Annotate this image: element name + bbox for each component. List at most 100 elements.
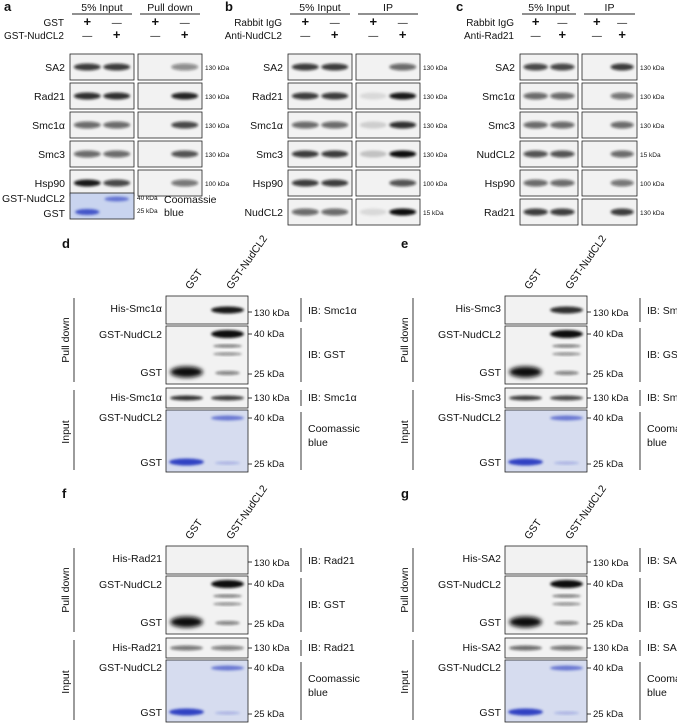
panel-b-band <box>389 179 417 187</box>
panel-c-condition-sign: — <box>617 18 627 29</box>
panel-g-coomassie-note: Coomassic <box>647 673 677 685</box>
panel-e-coomassie-note: blue <box>647 437 667 449</box>
panel-b-band <box>321 63 349 71</box>
panel-c-band <box>550 150 575 158</box>
panel-f-ib-label: IB: Rad21 <box>308 555 355 567</box>
panel-g-kda: 130 kDa <box>593 643 629 654</box>
panel-a-condition-sign: — <box>82 31 92 42</box>
panel-a-row-label: Smc3 <box>38 149 65 161</box>
panel-c-kda-marker: 130 kDa <box>640 210 665 217</box>
panel-a-coomassie-label: GST <box>43 208 65 220</box>
panel-c-band <box>523 150 548 158</box>
panel-a-kda-marker: 25 kDa <box>137 208 158 215</box>
panel-a-coomassie-label: GST-NudCL2 <box>2 193 65 205</box>
panel-d-band <box>213 352 242 356</box>
panel-c-band <box>610 208 634 216</box>
panel-f-band <box>213 602 242 606</box>
panel-f-input-label: Input <box>60 670 72 693</box>
panel-c-row-label: Hsp90 <box>485 178 516 190</box>
panel-e-kda: 130 kDa <box>593 308 629 319</box>
panel-d-lane-label: GST-NudCL2 <box>224 233 270 292</box>
panel-b-condition-sign: + <box>399 27 407 42</box>
panel-a-band <box>73 150 101 158</box>
panel-e-kda: 25 kDa <box>593 459 624 470</box>
panel-f-lane-label: GST <box>183 517 206 542</box>
panel-a-header-right: Pull down <box>147 2 193 14</box>
panel-d-band <box>170 366 203 378</box>
panel-g-lane-label: GST <box>522 517 545 542</box>
panel-g-coomassie-note: blue <box>647 687 667 699</box>
panel-c-band <box>610 179 634 187</box>
panel-a-condition-sign: + <box>113 27 121 42</box>
panel-g-input-label: Input <box>399 670 411 693</box>
panel-b-band <box>389 150 417 158</box>
panel-a-band <box>171 150 199 158</box>
panel-a-condition-sign: + <box>151 14 159 29</box>
panel-c-condition-sign: + <box>559 27 567 42</box>
panel-c-row-label: Smc1α <box>482 91 515 103</box>
panel-d-input-gst-label: GST <box>140 457 162 469</box>
panel-b-kda-marker: 130 kDa <box>423 123 448 130</box>
panel-c-condition-sign: + <box>618 27 626 42</box>
panel-e-ib-label: IB: Smc3 <box>647 392 677 404</box>
panel-e-band <box>552 352 581 356</box>
panel-d-pulldown-label: Pull down <box>60 317 72 363</box>
panel-g-gst-nudcl2-label: GST-NudCL2 <box>438 579 501 591</box>
panel-d-gst-label: GST <box>140 367 162 379</box>
panel-g-band <box>550 580 583 588</box>
panel-g-kda: 40 kDa <box>593 579 624 590</box>
panel-a-band <box>103 179 131 187</box>
panel-b-band <box>359 208 387 216</box>
panel-c-band <box>610 63 634 71</box>
panel-e-kda: 40 kDa <box>593 413 624 424</box>
panel-e-input-label: Input <box>399 420 411 443</box>
panel-a-row-label: Hsp90 <box>35 178 66 190</box>
panel-b-band <box>389 121 417 129</box>
panel-f-coomassie-note: Coomassic <box>308 673 360 685</box>
panel-c-band <box>523 208 548 216</box>
panel-b-condition-sign: — <box>330 18 340 29</box>
panel-a-kda-marker: 130 kDa <box>205 94 230 101</box>
panel-d-coomassie-note: Coomassic <box>308 423 360 435</box>
panel-d-band <box>211 330 244 338</box>
panel-b-kda-marker: 130 kDa <box>423 94 448 101</box>
panel-f-coomassie-band <box>211 665 244 671</box>
panel-b-condition-sign: + <box>369 14 377 29</box>
panel-e-coomassie-band <box>508 458 543 466</box>
panel-d-band <box>211 306 244 314</box>
panel-e-band <box>552 344 581 348</box>
panel-b-header-right: IP <box>383 2 393 14</box>
panel-b-letter: b <box>225 0 233 14</box>
panel-c-header-input: 5% Input <box>528 2 570 14</box>
panel-b-kda-marker: 100 kDa <box>423 181 448 188</box>
panel-a-band <box>103 63 131 71</box>
panel-b-kda-marker: 130 kDa <box>423 65 448 72</box>
panel-f-band <box>170 616 203 628</box>
panel-a-row-label: Rad21 <box>34 91 65 103</box>
panel-b-row-label: Rad21 <box>252 91 283 103</box>
panel-b-band <box>321 121 349 129</box>
panel-c-kda-marker: 130 kDa <box>640 94 665 101</box>
panel-d-letter: d <box>62 236 70 251</box>
panel-e-band <box>550 306 583 314</box>
panel-d-coomassie-band <box>211 415 244 421</box>
panel-b-band <box>389 92 417 100</box>
panel-d-band <box>211 395 244 401</box>
panel-f-coomassie-note: blue <box>308 687 328 699</box>
panel-c-band <box>610 121 634 129</box>
panel-f-ib-label: IB: Rad21 <box>308 642 355 654</box>
panel-f-input-gst-nudcl2-label: GST-NudCL2 <box>99 662 162 674</box>
panel-b-band <box>291 150 319 158</box>
panel-a-kda-marker: 130 kDa <box>205 152 230 159</box>
panel-g-ib-label: IB: SA2 <box>647 642 677 654</box>
panel-e-ib-label: IB: Smc3 <box>647 305 677 317</box>
panel-a-row-label: Smc1α <box>32 120 65 132</box>
panel-a-kda-marker: 130 kDa <box>205 65 230 72</box>
panel-d-kda: 40 kDa <box>254 329 285 340</box>
panel-d-band <box>213 344 242 348</box>
panel-g-pulldown-label: Pull down <box>399 567 411 613</box>
panel-g-ib-label: IB: SA2 <box>647 555 677 567</box>
panel-g-letter: g <box>401 486 409 501</box>
panel-f-kda: 25 kDa <box>254 709 285 720</box>
